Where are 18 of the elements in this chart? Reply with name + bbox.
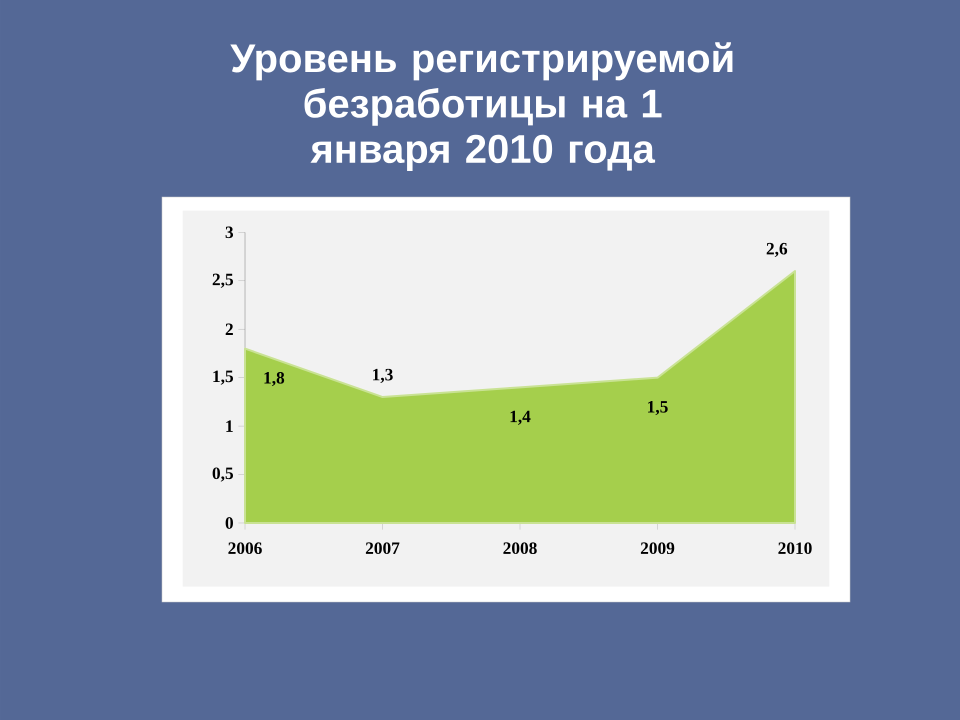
data-label: 2,6 [766,242,788,258]
data-label: 1,5 [648,401,668,416]
y-tick-label: 3 [226,226,234,238]
data-label: 1,4 [510,410,531,425]
x-tick-label: 2006 [228,542,262,554]
y-tick-label: 0 [226,517,233,529]
data-label: 1,8 [264,372,284,386]
y-tick-label: 1,5 [213,370,233,385]
x-tick-label: 2010 [778,542,812,554]
y-tick-label: 2,5 [212,274,233,288]
y-tick-label: 1 [226,420,233,432]
x-tick-label: 2007 [366,542,400,554]
chart-title: Уровень регистрируемой безработицы на 1 января 2010 года [230,42,732,172]
x-tick-label: 2009 [640,542,674,554]
y-tick-label: 2 [226,323,233,335]
x-tick-label: 2008 [503,542,537,554]
data-label: 1,3 [373,368,393,383]
y-tick-label: 0,5 [212,467,233,482]
